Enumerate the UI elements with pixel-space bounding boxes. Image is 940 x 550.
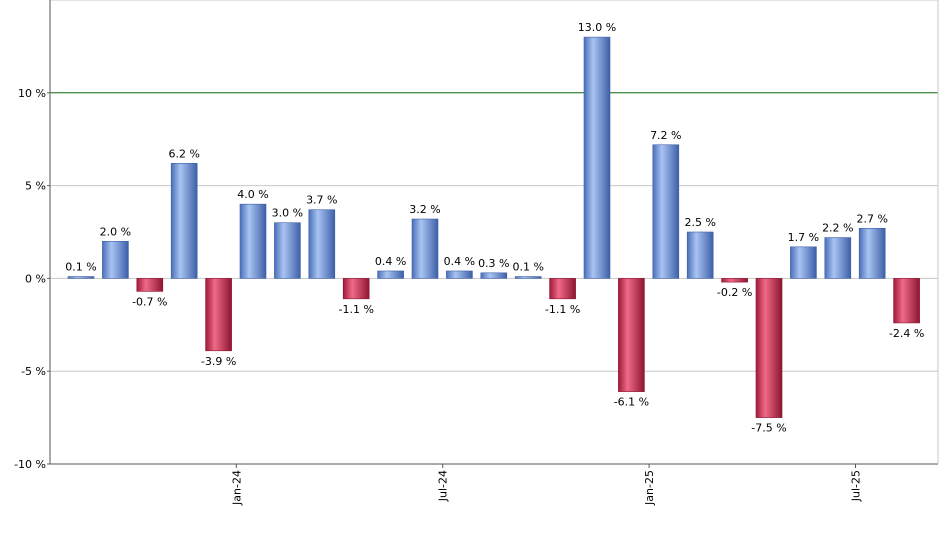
x-axis-tick-labels: Jan-24 Jul-24 Jan-25 Jul-25	[230, 470, 862, 506]
bar-value-label: -0.2 %	[717, 286, 752, 299]
bar-value-label: 13.0 %	[578, 21, 616, 34]
axes	[47, 0, 939, 468]
y-tick-label: -5 %	[21, 365, 46, 378]
bar-value-label: 0.1 %	[512, 261, 543, 274]
bar-value-label: 1.7 %	[788, 231, 819, 244]
bar	[205, 278, 232, 352]
bar	[67, 276, 95, 279]
bar	[652, 144, 680, 279]
bar-value-label: 2.2 %	[822, 222, 853, 235]
bar	[790, 246, 817, 279]
bar-value-label: 3.0 %	[272, 207, 303, 220]
bar-value-label: 2.5 %	[684, 216, 715, 229]
bar	[858, 227, 886, 279]
data-labels: 0.1 % 2.0 % -0.7 % 6.2 % -3.9 % 4.0 % 3.0 %3.7…	[65, 21, 924, 434]
bar-value-label: 3.7 %	[306, 194, 337, 207]
x-tick-label: Jul-25	[850, 470, 863, 502]
y-axis-tick-labels: 10 % 5 % 0 % -5 % -10 %	[14, 87, 46, 471]
bar	[170, 163, 198, 279]
bar-value-label: 0.4 %	[444, 255, 475, 268]
bar-value-label: -0.7 %	[132, 295, 167, 308]
bar	[686, 231, 714, 279]
x-tick-label: Jan-24	[230, 470, 243, 506]
x-tick-label: Jul-24	[437, 470, 450, 502]
bar	[136, 278, 164, 292]
bar	[721, 278, 748, 283]
bar	[618, 278, 645, 392]
y-tick-label: 5 %	[25, 180, 46, 193]
bar	[308, 209, 336, 279]
bar	[239, 203, 267, 279]
bar-value-label: -3.9 %	[201, 355, 236, 368]
bar-value-label: 0.1 %	[65, 261, 96, 274]
bar	[549, 278, 576, 300]
bar-value-label: 4.0 %	[237, 188, 268, 201]
y-tick-label: 10 %	[18, 87, 46, 100]
bar	[102, 240, 129, 279]
bar-value-label: -2.4 %	[889, 327, 924, 340]
bar	[446, 270, 473, 279]
bar-value-label: -7.5 %	[751, 422, 786, 435]
bar-value-label: -6.1 %	[614, 396, 649, 409]
bar-value-label: 2.0 %	[100, 225, 131, 238]
bar	[342, 278, 370, 300]
bar	[377, 270, 404, 279]
bar-value-label: 3.2 %	[409, 203, 440, 216]
bars	[67, 36, 920, 418]
bar	[514, 276, 542, 279]
bar	[893, 278, 920, 324]
bar	[755, 278, 783, 418]
y-tick-label: 0 %	[25, 272, 46, 285]
bar	[824, 237, 852, 279]
bar-value-label: -1.1 %	[545, 303, 580, 316]
y-tick-label: -10 %	[14, 458, 46, 471]
bar	[411, 218, 439, 279]
bar	[480, 272, 508, 279]
bar-value-label: 6.2 %	[168, 147, 199, 160]
bar-value-label: -1.1 %	[338, 303, 373, 316]
x-tick-label: Jan-25	[643, 470, 656, 506]
bar-value-label: 7.2 %	[650, 129, 681, 142]
bar	[274, 222, 301, 279]
bar	[583, 36, 611, 279]
bar-value-label: 0.4 %	[375, 255, 406, 268]
bar-value-label: 0.3 %	[478, 257, 509, 270]
bar-value-label: 2.7 %	[856, 212, 887, 225]
